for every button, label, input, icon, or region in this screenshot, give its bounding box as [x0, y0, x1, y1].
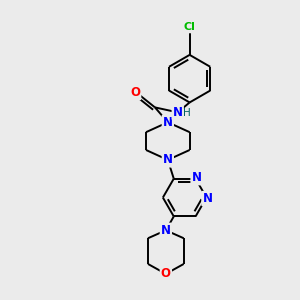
- Text: N: N: [163, 116, 173, 129]
- Text: O: O: [130, 86, 140, 99]
- Text: Cl: Cl: [184, 22, 196, 32]
- Text: N: N: [192, 171, 202, 184]
- Text: N: N: [163, 153, 173, 167]
- Text: N: N: [173, 106, 183, 119]
- Text: O: O: [161, 267, 171, 280]
- Text: N: N: [161, 224, 171, 237]
- Text: N: N: [202, 192, 212, 205]
- Text: H: H: [183, 108, 190, 118]
